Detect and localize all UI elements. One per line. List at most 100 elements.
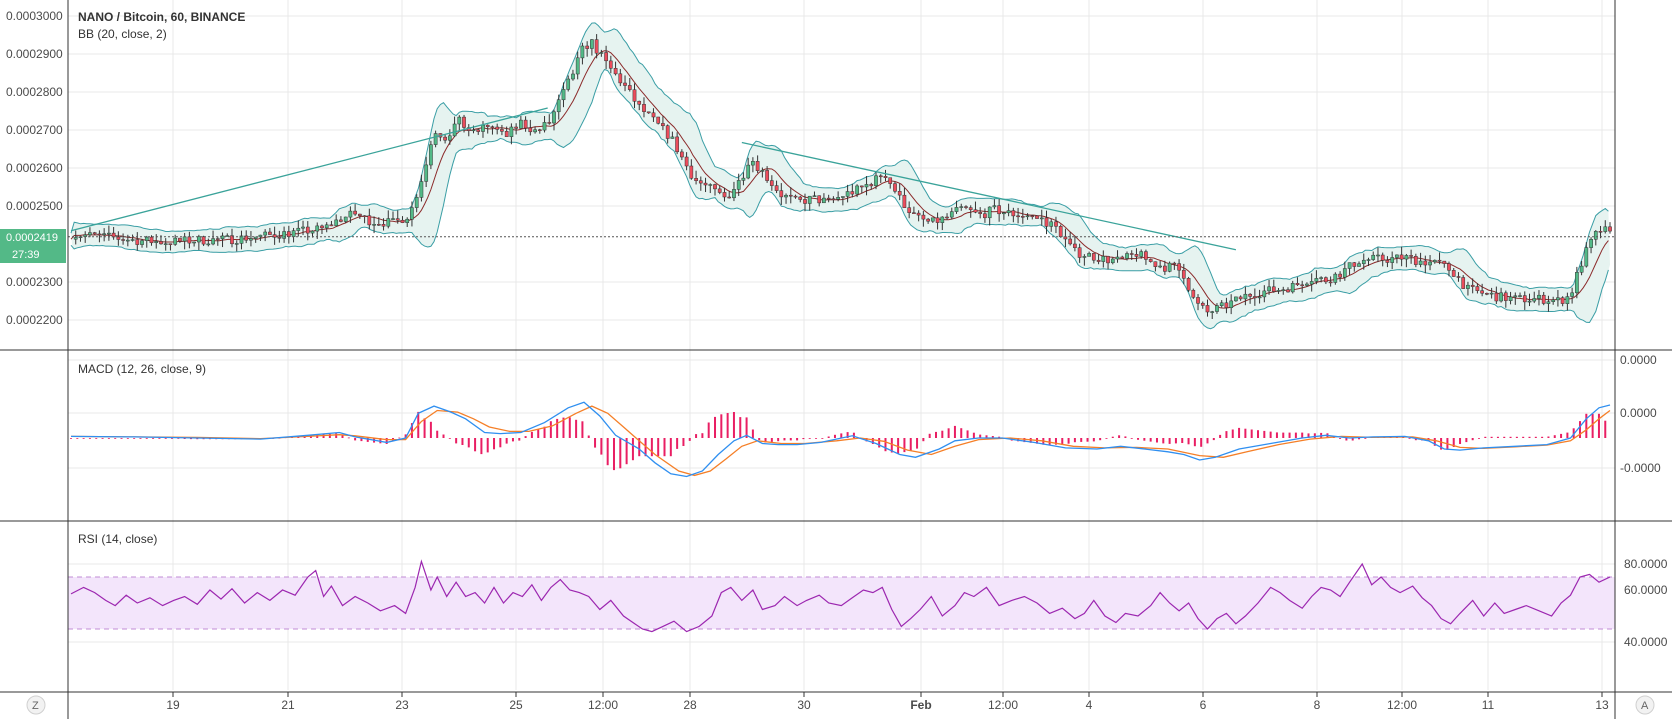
candle-body[interactable] xyxy=(249,238,253,241)
candle-body[interactable] xyxy=(585,45,590,49)
candle-body[interactable] xyxy=(1144,251,1148,260)
candle-body[interactable] xyxy=(272,234,277,238)
candle-body[interactable] xyxy=(343,216,348,222)
candle-body[interactable] xyxy=(1499,292,1503,302)
candle-body[interactable] xyxy=(73,237,78,240)
candle-body[interactable] xyxy=(746,164,751,179)
candle-body[interactable] xyxy=(888,177,893,184)
candle-body[interactable] xyxy=(698,180,703,184)
candle-body[interactable] xyxy=(893,183,897,192)
candle-body[interactable] xyxy=(1532,298,1537,302)
candle-body[interactable] xyxy=(1087,253,1091,257)
candle-body[interactable] xyxy=(968,207,973,210)
candle-body[interactable] xyxy=(286,231,291,237)
candle-body[interactable] xyxy=(1196,297,1200,304)
candle-body[interactable] xyxy=(902,194,907,208)
candle-body[interactable] xyxy=(547,122,552,124)
candle-body[interactable] xyxy=(992,205,997,208)
candle-body[interactable] xyxy=(1347,262,1352,269)
candle-body[interactable] xyxy=(1271,286,1276,292)
candle-body[interactable] xyxy=(665,125,670,139)
candle-body[interactable] xyxy=(1172,262,1177,265)
candle-body[interactable] xyxy=(987,206,992,219)
candle-body[interactable] xyxy=(1257,296,1262,299)
candle-body[interactable] xyxy=(462,116,466,128)
candle-body[interactable] xyxy=(1404,255,1409,260)
candle-body[interactable] xyxy=(940,216,945,223)
candle-body[interactable] xyxy=(798,196,803,200)
candle-body[interactable] xyxy=(504,131,509,137)
candle-body[interactable] xyxy=(935,217,940,223)
candle-body[interactable] xyxy=(1399,254,1404,260)
candle-body[interactable] xyxy=(310,230,315,234)
candle-body[interactable] xyxy=(1570,292,1574,297)
candle-body[interactable] xyxy=(736,180,741,190)
candle-body[interactable] xyxy=(334,219,339,227)
candle-body[interactable] xyxy=(282,231,286,239)
candle-body[interactable] xyxy=(670,136,675,139)
candle-body[interactable] xyxy=(528,127,533,133)
candle-body[interactable] xyxy=(1096,259,1101,262)
candle-body[interactable] xyxy=(1115,256,1120,260)
candle-body[interactable] xyxy=(348,210,353,218)
candle-body[interactable] xyxy=(1442,260,1447,264)
candle-body[interactable] xyxy=(381,224,386,227)
candle-body[interactable] xyxy=(376,224,381,226)
candle-body[interactable] xyxy=(234,243,239,245)
candle-body[interactable] xyxy=(1181,269,1186,279)
candle-body[interactable] xyxy=(812,195,817,197)
candle-body[interactable] xyxy=(732,189,736,199)
candle-body[interactable] xyxy=(485,124,490,127)
candle-body[interactable] xyxy=(694,178,698,181)
candle-body[interactable] xyxy=(1205,305,1210,313)
candle-body[interactable] xyxy=(954,207,959,212)
candle-body[interactable] xyxy=(163,243,168,245)
candle-body[interactable] xyxy=(329,224,334,227)
rsi-axis[interactable]: 80.0000 60.0000 40.0000 xyxy=(1624,557,1668,649)
candle-body[interactable] xyxy=(680,151,684,158)
candle-body[interactable] xyxy=(1252,296,1257,299)
candle-body[interactable] xyxy=(1295,283,1300,286)
candle-body[interactable] xyxy=(1158,265,1162,268)
candle-body[interactable] xyxy=(1229,300,1234,308)
candle-body[interactable] xyxy=(1437,259,1442,262)
candle-body[interactable] xyxy=(930,217,935,222)
candle-body[interactable] xyxy=(1215,305,1219,312)
candle-body[interactable] xyxy=(1002,212,1006,215)
candle-body[interactable] xyxy=(841,196,845,198)
candle-body[interactable] xyxy=(414,197,419,208)
candle-body[interactable] xyxy=(878,175,883,178)
candle-body[interactable] xyxy=(1125,253,1129,259)
candle-body[interactable] xyxy=(836,197,840,200)
candle-body[interactable] xyxy=(268,231,272,235)
candle-body[interactable] xyxy=(627,85,632,90)
candle-body[interactable] xyxy=(88,232,92,236)
candle-body[interactable] xyxy=(182,236,187,242)
candle-body[interactable] xyxy=(192,241,196,244)
candle-body[interactable] xyxy=(613,68,618,75)
candle-body[interactable] xyxy=(1328,281,1333,284)
candle-body[interactable] xyxy=(116,236,121,240)
candle-body[interactable] xyxy=(949,211,954,218)
candle-body[interactable] xyxy=(140,240,144,245)
candle-body[interactable] xyxy=(869,184,874,187)
candle-body[interactable] xyxy=(542,122,547,131)
candle-body[interactable] xyxy=(661,123,665,127)
candle-body[interactable] xyxy=(1352,262,1357,267)
candle-body[interactable] xyxy=(556,99,561,113)
candle-body[interactable] xyxy=(1366,259,1371,261)
candle-body[interactable] xyxy=(1589,239,1593,248)
candle-body[interactable] xyxy=(788,194,793,197)
candle-body[interactable] xyxy=(1148,259,1153,262)
candle-body[interactable] xyxy=(121,239,125,241)
candle-body[interactable] xyxy=(92,232,97,235)
candle-body[interactable] xyxy=(1608,226,1612,232)
auto-scale-button[interactable]: A xyxy=(1635,695,1655,715)
candle-body[interactable] xyxy=(1290,283,1295,293)
candle-body[interactable] xyxy=(230,235,234,245)
candle-body[interactable] xyxy=(1546,301,1551,304)
candle-body[interactable] xyxy=(845,191,850,197)
candle-body[interactable] xyxy=(1324,277,1328,283)
candle-body[interactable] xyxy=(1030,215,1035,218)
candle-body[interactable] xyxy=(608,60,613,69)
